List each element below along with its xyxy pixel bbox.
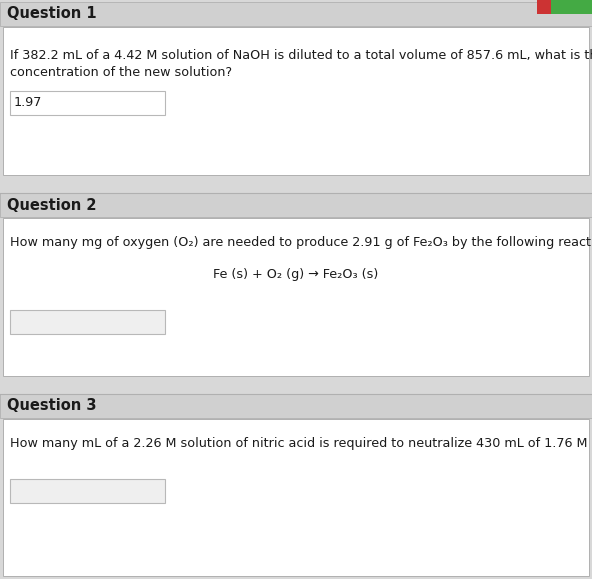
- Text: Question 1: Question 1: [7, 6, 96, 21]
- Text: 1.97: 1.97: [14, 97, 43, 109]
- FancyBboxPatch shape: [537, 0, 551, 14]
- FancyBboxPatch shape: [10, 91, 165, 115]
- Text: Question 3: Question 3: [7, 398, 96, 413]
- Text: Question 2: Question 2: [7, 197, 96, 212]
- FancyBboxPatch shape: [0, 2, 592, 26]
- FancyBboxPatch shape: [0, 394, 592, 418]
- FancyBboxPatch shape: [10, 310, 165, 334]
- Text: Fe (s) + O₂ (g) → Fe₂O₃ (s): Fe (s) + O₂ (g) → Fe₂O₃ (s): [213, 268, 379, 281]
- FancyBboxPatch shape: [10, 479, 165, 503]
- FancyBboxPatch shape: [537, 0, 592, 14]
- FancyBboxPatch shape: [3, 27, 589, 175]
- Text: How many mg of oxygen (O₂) are needed to produce 2.91 g of Fe₂O₃ by the followin: How many mg of oxygen (O₂) are needed to…: [10, 236, 592, 249]
- FancyBboxPatch shape: [3, 218, 589, 376]
- Text: concentration of the new solution?: concentration of the new solution?: [10, 66, 232, 79]
- FancyBboxPatch shape: [0, 193, 592, 217]
- Text: If 382.2 mL of a 4.42 M solution of NaOH is diluted to a total volume of 857.6 m: If 382.2 mL of a 4.42 M solution of NaOH…: [10, 49, 592, 62]
- FancyBboxPatch shape: [3, 419, 589, 576]
- Text: How many mL of a 2.26 M solution of nitric acid is required to neutralize 430 mL: How many mL of a 2.26 M solution of nitr…: [10, 437, 592, 450]
